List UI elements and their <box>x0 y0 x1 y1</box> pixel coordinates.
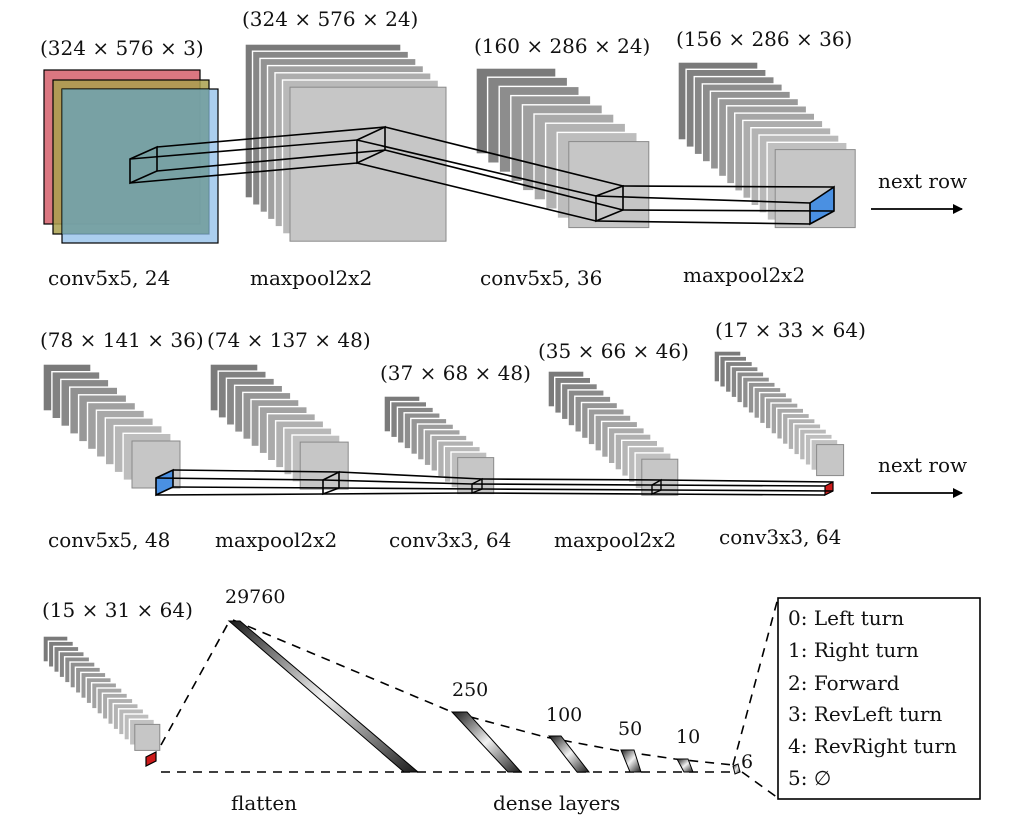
feature-map-sheet <box>816 444 845 477</box>
stack-2-2 <box>209 363 349 490</box>
next-row-label-2: next row <box>878 453 967 477</box>
stack-3-1 <box>42 635 161 751</box>
stack-2-4 <box>547 370 679 496</box>
connection-lines-row-2 <box>155 469 834 496</box>
dense-bar-29760 <box>227 620 420 773</box>
label-2-1: conv5x5, 48 <box>48 528 170 552</box>
label-1-2: maxpool2x2 <box>250 266 372 290</box>
row-2: (78 × 141 × 36) (74 × 137 × 48) (37 × 68… <box>40 318 967 552</box>
dims-1-4: (156 × 286 × 36) <box>676 27 852 51</box>
output-class-4: 4: RevRight turn <box>788 734 957 758</box>
output-class-0: 0: Left turn <box>788 606 904 630</box>
size-50: 50 <box>618 718 642 740</box>
dims-2-1: (78 × 141 × 36) <box>40 328 204 352</box>
label-1-1: conv5x5, 24 <box>48 266 170 290</box>
connection-lines-row-1 <box>129 126 835 225</box>
size-29760: 29760 <box>225 586 285 608</box>
output-class-1: 1: Right turn <box>788 638 919 662</box>
label-1-3: conv5x5, 36 <box>480 266 602 290</box>
dims-2-5: (17 × 33 × 64) <box>715 318 866 342</box>
stack-1-4 <box>677 61 856 229</box>
label-1-4: maxpool2x2 <box>683 263 805 287</box>
dims-3-1: (15 × 31 × 64) <box>42 598 193 622</box>
size-6: 6 <box>741 751 753 773</box>
flatten-label: flatten <box>231 791 297 815</box>
dense-bar-6 <box>732 763 741 775</box>
size-100: 100 <box>546 704 582 726</box>
dims-1-3: (160 × 286 × 24) <box>474 34 650 58</box>
label-2-2: maxpool2x2 <box>215 528 337 552</box>
size-10: 10 <box>676 726 700 748</box>
stack-2-3 <box>383 395 495 495</box>
output-legend: 0: Left turn 1: Right turn 2: Forward 3:… <box>777 597 981 800</box>
stack-1-2 <box>244 43 447 242</box>
feature-map-sheet <box>289 86 447 242</box>
kernel-red-2 <box>145 751 157 767</box>
dims-1-2: (324 × 576 × 24) <box>242 7 418 31</box>
kernel-red-1 <box>824 481 834 496</box>
label-2-3: conv3x3, 64 <box>389 528 511 552</box>
feature-map-sheet <box>134 723 161 751</box>
dense-bar-250 <box>450 711 523 773</box>
kernels-row-2 <box>155 468 834 497</box>
output-class-2: 2: Forward <box>788 671 900 695</box>
dense-envelope <box>160 597 779 799</box>
dims-2-3: (37 × 68 × 48) <box>380 361 531 385</box>
dims-1-1: (324 × 576 × 3) <box>40 36 204 60</box>
output-class-5: 5: ∅ <box>788 766 831 790</box>
row-3: (15 × 31 × 64) 29760 250 100 50 10 6 fla… <box>42 586 981 815</box>
stack-2-5 <box>713 350 845 477</box>
feature-map-sheet <box>568 141 650 229</box>
next-row-label-1: next row <box>878 169 967 193</box>
row-1: (324 × 576 × 3) (324 × 576 × 24) (160 × … <box>40 7 967 290</box>
stack-1-3 <box>475 67 650 229</box>
input-image-stack <box>43 69 219 244</box>
dense-bar-50 <box>620 749 642 773</box>
output-class-3: 3: RevLeft turn <box>788 702 942 726</box>
dense-bar-10 <box>676 758 694 773</box>
output-legend-box <box>777 597 981 800</box>
label-2-5: conv3x3, 64 <box>719 525 841 549</box>
feature-map-sheet <box>299 441 349 490</box>
dims-2-2: (74 × 137 × 48) <box>207 328 371 352</box>
dims-2-4: (35 × 66 × 46) <box>538 339 689 363</box>
label-2-4: maxpool2x2 <box>554 528 676 552</box>
dense-bars <box>227 620 741 775</box>
size-250: 250 <box>452 679 488 701</box>
dense-bar-100 <box>547 735 591 773</box>
dense-layers-label: dense layers <box>493 791 620 815</box>
stack-2-1 <box>42 363 181 489</box>
feature-map-sheet <box>457 457 495 495</box>
